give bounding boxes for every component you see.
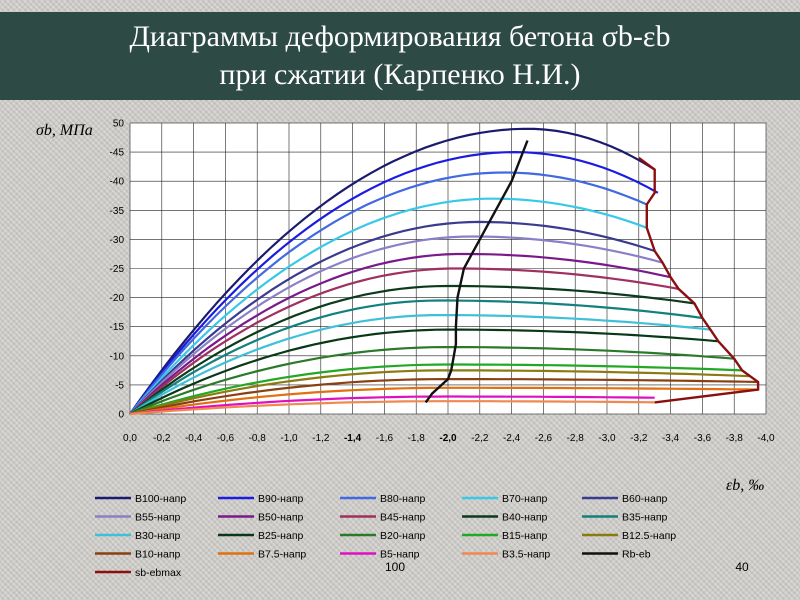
x-tick-label: -1,8 — [408, 433, 426, 444]
series-line — [129, 386, 759, 416]
x-tick-label: -3,2 — [630, 433, 648, 444]
legend-label: B5-напр — [380, 549, 420, 561]
y-tick-label: 50 — [113, 119, 125, 130]
y-tick-label: -40 — [110, 177, 125, 188]
series-line — [129, 127, 656, 415]
legend-label: sb-ebmax — [135, 567, 182, 579]
series-line — [129, 328, 719, 415]
x-tick-label: -2,8 — [567, 433, 585, 444]
slide-number: 40 — [735, 560, 749, 574]
legend-label: B3.5-напр — [502, 549, 550, 561]
series-line — [129, 197, 648, 415]
legend-label: B15-напр — [502, 530, 548, 542]
legend-label: B70-напр — [502, 493, 548, 505]
legend-label: Rb-eb — [622, 549, 651, 561]
legend-label: B60-напр — [622, 493, 668, 505]
legend-label: B20-напр — [380, 530, 426, 542]
x-axis-ticks: 0,0 -0,2 -0,4 -0,6 -0,8 -1,0 -1,2 -1,4 -1,6 -1,8 -… — [123, 433, 775, 444]
legend-label: B45-напр — [380, 512, 426, 524]
y-tick-label: -35 — [110, 206, 125, 217]
y-tick-label: -45 — [110, 148, 125, 159]
legend-label: B90-напр — [258, 493, 304, 505]
x-axis-title: εb, ‰ — [726, 477, 764, 494]
legend-label: B80-напр — [380, 493, 426, 505]
x-tick-label: -2,6 — [535, 433, 553, 444]
series-line — [129, 299, 703, 415]
legend-label: B100-напр — [135, 493, 186, 505]
y-tick-label: -30 — [110, 235, 125, 246]
y-tick-label: -25 — [110, 264, 125, 275]
slide-title-line-2: при сжатии (Карпенко Н.И.) — [219, 58, 581, 91]
y-tick-label: -20 — [110, 293, 125, 304]
x-tick-label: -0,2 — [153, 433, 171, 444]
x-tick-label: -1,6 — [376, 433, 394, 444]
series-line — [129, 400, 655, 416]
series-line — [129, 369, 751, 416]
y-axis-ticks: 0 -5 -10 -15 -20 -25 -30 -35 -40 -45 50 — [110, 119, 125, 421]
series-line — [129, 395, 655, 416]
y-axis-title: σb, МПа — [36, 122, 93, 139]
slide-title-line-1: Диаграммы деформирования бетона σb-εb — [129, 20, 671, 53]
y-tick-label: -15 — [110, 322, 125, 333]
legend-label: B35-напр — [622, 512, 668, 524]
series-line — [129, 267, 679, 415]
series-line — [129, 252, 671, 415]
envelope-line — [424, 140, 529, 404]
x-tick-label: -3,8 — [726, 433, 744, 444]
x-tick-label: -3,6 — [694, 433, 712, 444]
legend-label: B40-напр — [502, 512, 548, 524]
slide-title-bar: Диаграммы деформирования бетона σb-εb пр… — [0, 12, 800, 100]
series-line — [129, 235, 663, 415]
x-tick-label: -1,2 — [312, 433, 330, 444]
series-line — [129, 220, 656, 415]
series-lines — [129, 127, 759, 416]
legend-label: B55-напр — [135, 512, 181, 524]
legend-label: B10-напр — [135, 549, 181, 561]
series-line — [129, 346, 735, 416]
x-tick-label: -0,6 — [217, 433, 235, 444]
legend-label: B50-напр — [258, 512, 304, 524]
legend-label: B7.5-напр — [258, 549, 306, 561]
series-line — [129, 363, 743, 416]
footer-left-number: 100 — [385, 560, 405, 574]
series-line — [129, 314, 711, 415]
series-line — [129, 171, 648, 415]
legend: B100-напр B90-напр B80-напр B70-напр B60-нап… — [95, 493, 676, 579]
series-line — [129, 378, 759, 416]
series-line — [129, 284, 695, 415]
x-tick-label: 0,0 — [123, 433, 137, 444]
x-tick-label: -0,4 — [185, 433, 203, 444]
x-tick-label: -0,8 — [249, 433, 267, 444]
x-tick-label: -1,4 — [344, 433, 362, 444]
x-tick-label: -3,0 — [598, 433, 616, 444]
legend-label: B12.5-напр — [622, 530, 676, 542]
envelope-lines — [424, 140, 760, 404]
legend-label: B25-напр — [258, 530, 304, 542]
x-tick-label: -3,4 — [662, 433, 680, 444]
envelope-line — [638, 156, 760, 404]
x-tick-label: -4,0 — [757, 433, 775, 444]
x-tick-label: -2,0 — [439, 433, 457, 444]
y-tick-label: 0 — [118, 410, 124, 421]
y-tick-label: -5 — [115, 380, 124, 391]
x-tick-label: -2,2 — [471, 433, 489, 444]
x-tick-label: -1,0 — [280, 433, 298, 444]
series-line — [129, 150, 659, 415]
y-tick-label: -10 — [110, 351, 125, 362]
legend-label: B30-напр — [135, 530, 181, 542]
x-tick-label: -2,4 — [503, 433, 521, 444]
